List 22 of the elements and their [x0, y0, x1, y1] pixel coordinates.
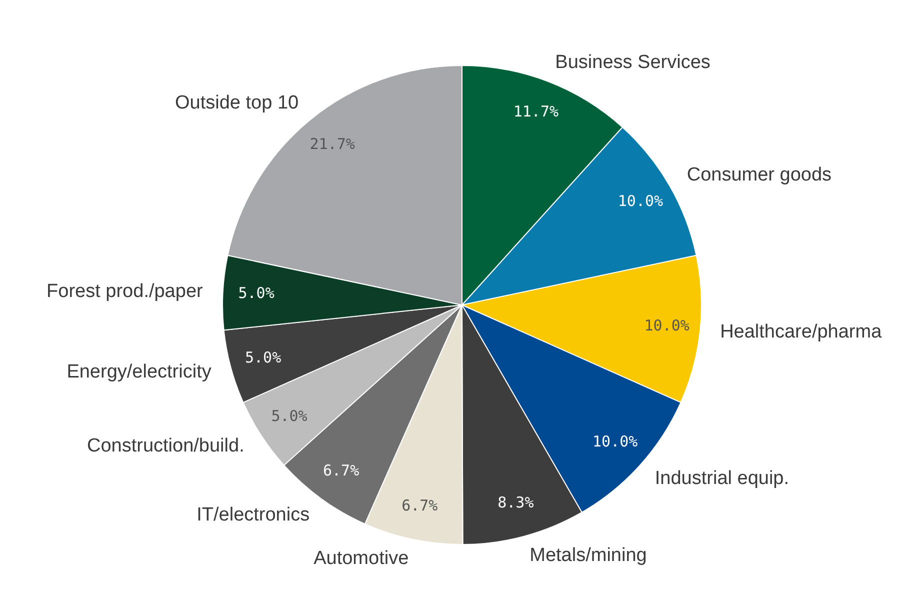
slice-label: Consumer goods: [686, 164, 832, 186]
data-label: 10.0%: [644, 316, 690, 335]
data-label: 21.7%: [310, 134, 355, 153]
slice-label: Healthcare/pharma: [720, 321, 882, 342]
slice-label: Forest prod./paper: [46, 280, 204, 302]
slice-label: Energy/electricity: [66, 361, 212, 382]
data-label: 10.0%: [618, 192, 664, 210]
data-label: 10.0%: [592, 432, 638, 451]
slice-label: Outside top 10: [175, 92, 299, 114]
data-label: 11.7%: [513, 102, 559, 121]
slice-label: Industrial equip.: [654, 468, 790, 489]
slice-label: IT/electronics: [196, 504, 310, 526]
data-label: 5.0%: [245, 348, 282, 366]
data-label: 6.7%: [322, 462, 360, 480]
slice-label: Construction/build.: [86, 436, 244, 457]
data-label: 5.0%: [271, 407, 308, 426]
data-label: 6.7%: [402, 496, 438, 514]
data-label: 5.0%: [238, 284, 274, 302]
slice-label: Automotive: [314, 548, 409, 570]
slice-label: Metals/mining: [530, 544, 647, 566]
slice-label: Business Services: [555, 52, 710, 74]
data-label: 8.3%: [498, 494, 534, 512]
